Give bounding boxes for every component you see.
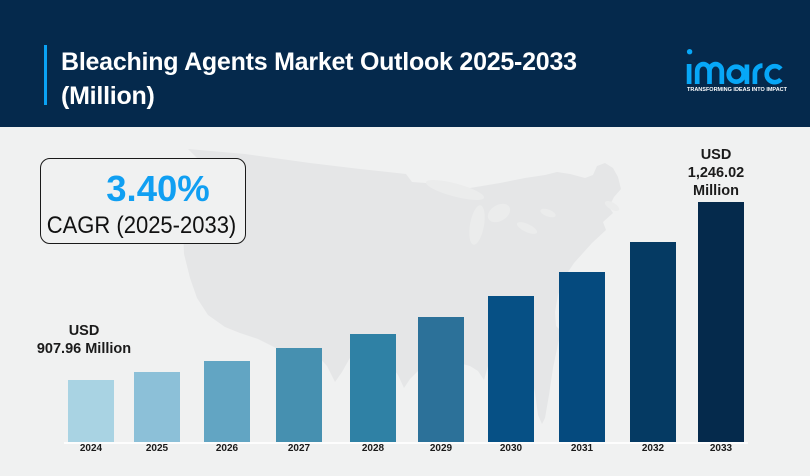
svg-text:TRANSFORMING IDEAS INTO IMPACT: TRANSFORMING IDEAS INTO IMPACT [687,87,788,93]
